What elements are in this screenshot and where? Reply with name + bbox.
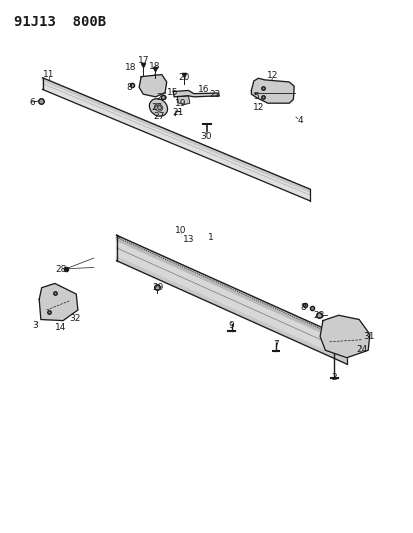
Text: 26: 26	[151, 103, 162, 112]
Text: 13: 13	[183, 235, 194, 244]
Polygon shape	[139, 75, 166, 97]
Polygon shape	[251, 78, 294, 103]
Polygon shape	[43, 78, 309, 192]
Text: 2: 2	[331, 373, 337, 382]
Text: 20: 20	[178, 73, 189, 82]
Text: 9: 9	[228, 321, 234, 330]
Polygon shape	[177, 96, 189, 105]
Text: 12: 12	[252, 103, 264, 112]
Text: 4: 4	[297, 116, 302, 125]
Text: 18: 18	[125, 63, 136, 72]
Text: 27: 27	[153, 112, 164, 122]
Polygon shape	[39, 284, 78, 320]
Text: 1: 1	[208, 233, 214, 242]
Polygon shape	[116, 235, 349, 341]
Text: 30: 30	[200, 132, 211, 141]
Text: 25: 25	[156, 93, 167, 102]
Polygon shape	[116, 257, 346, 364]
Text: 12: 12	[266, 71, 278, 80]
Polygon shape	[116, 235, 346, 364]
Polygon shape	[319, 316, 369, 358]
Text: 15: 15	[166, 88, 178, 97]
Ellipse shape	[154, 103, 162, 111]
Text: 18: 18	[149, 62, 160, 70]
Polygon shape	[173, 91, 219, 97]
Text: 3: 3	[33, 321, 38, 330]
Polygon shape	[43, 78, 309, 201]
Text: 28: 28	[55, 265, 66, 273]
Text: 19: 19	[175, 99, 186, 108]
Text: 31: 31	[362, 332, 374, 341]
Text: 6: 6	[29, 98, 35, 107]
Text: 16: 16	[197, 85, 209, 94]
Text: 22: 22	[209, 90, 220, 99]
Text: 91J13  800B: 91J13 800B	[14, 14, 106, 29]
Text: 8: 8	[126, 83, 131, 92]
Text: 10: 10	[174, 226, 185, 235]
Text: 32: 32	[69, 314, 80, 323]
Text: 7: 7	[273, 341, 278, 350]
Text: 17: 17	[137, 56, 149, 65]
Text: 14: 14	[55, 323, 66, 332]
Text: 8: 8	[300, 303, 306, 312]
Text: 21: 21	[172, 108, 183, 117]
Polygon shape	[116, 235, 346, 344]
Text: 11: 11	[43, 70, 54, 79]
Text: 29: 29	[152, 283, 163, 292]
Text: 5: 5	[253, 92, 259, 101]
Text: 24: 24	[355, 345, 366, 354]
Text: 23: 23	[312, 311, 324, 320]
Ellipse shape	[149, 99, 167, 116]
